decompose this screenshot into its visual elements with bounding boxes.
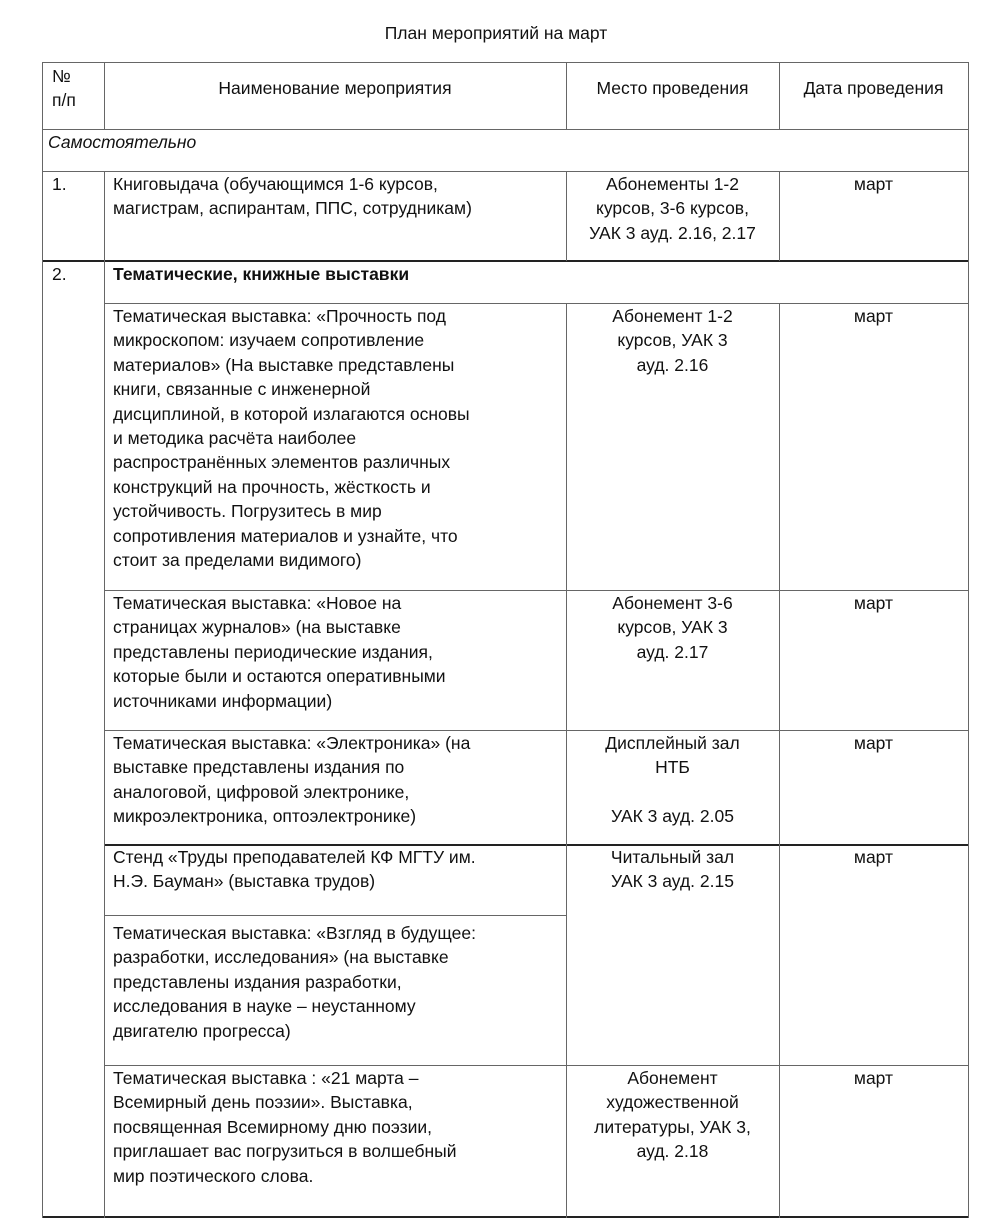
row2-heading: Тематические, книжные выставки <box>113 264 410 284</box>
header-date: Дата проведения <box>803 78 944 98</box>
table-border-left <box>42 62 43 1218</box>
exhibit-name: Тематическая выставка : «21 марта – Всем… <box>113 1068 457 1186</box>
table-border-right <box>968 62 969 1218</box>
row-divider <box>42 260 969 262</box>
exhibit-place: Читальный зал УАК 3 ауд. 2.15 <box>610 847 735 892</box>
row-divider <box>104 730 969 731</box>
table-border-top <box>42 62 969 63</box>
exhibit-place: Дисплейный зал НТБ УАК 3 ауд. 2.05 <box>605 733 740 827</box>
header-name: Наименование мероприятия <box>218 78 452 98</box>
section-label: Самостоятельно <box>48 132 197 152</box>
col-divider <box>104 171 105 1218</box>
row-divider <box>104 915 566 916</box>
row1-date: март <box>853 174 894 194</box>
exhibit-place: Абонемент 3-6 курсов, УАК 3 ауд. 2.17 <box>612 593 733 662</box>
col-divider <box>566 62 567 129</box>
row-divider <box>104 303 969 304</box>
exhibit-date: март <box>853 593 894 613</box>
exhibit-name: Стенд «Труды преподавателей КФ МГТУ им. … <box>113 847 476 892</box>
row-divider <box>42 129 969 130</box>
exhibit-date: март <box>853 733 894 753</box>
exhibit-date: март <box>853 306 894 326</box>
row-divider <box>104 590 969 591</box>
row-divider <box>104 1065 969 1066</box>
exhibit-place: Абонемент 1-2 курсов, УАК 3 ауд. 2.16 <box>612 306 733 375</box>
exhibit-place: Абонемент художественной литературы, УАК… <box>594 1068 751 1162</box>
exhibit-date: март <box>853 1068 894 1088</box>
row1-num: 1. <box>52 174 67 194</box>
row-divider <box>104 844 969 846</box>
exhibit-date: март <box>853 847 894 867</box>
document-title: План мероприятий на март <box>384 23 608 43</box>
exhibit-name: Тематическая выставка: «Взгляд в будущее… <box>113 923 476 1041</box>
header-place: Место проведения <box>596 78 749 98</box>
col-divider <box>779 62 780 129</box>
row-divider <box>42 171 969 172</box>
col-divider <box>104 62 105 129</box>
row1-name: Книговыдача (обучающимся 1-6 курсов, маг… <box>113 174 472 219</box>
exhibit-name: Тематическая выставка: «Электроника» (на… <box>113 733 471 827</box>
col-divider <box>779 303 780 1218</box>
col-divider <box>566 303 567 1218</box>
row2-num: 2. <box>52 264 67 284</box>
exhibit-name: Тематическая выставка: «Прочность под ми… <box>113 306 470 571</box>
col-divider <box>779 171 780 261</box>
table-border-bottom <box>42 1216 969 1218</box>
header-num: № п/п <box>52 66 76 111</box>
row1-place: Абонементы 1-2 курсов, 3-6 курсов, УАК 3… <box>589 174 756 243</box>
col-divider <box>566 171 567 261</box>
exhibit-name: Тематическая выставка: «Новое на страниц… <box>113 593 446 711</box>
